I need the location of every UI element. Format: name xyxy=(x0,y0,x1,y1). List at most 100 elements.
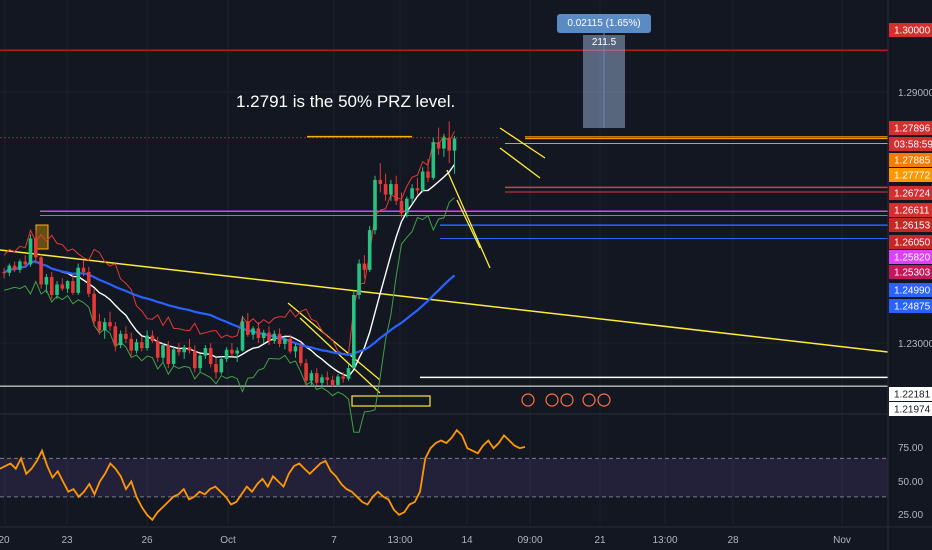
candle-body xyxy=(208,348,213,364)
candle-body xyxy=(357,263,361,295)
price-label-bg xyxy=(889,23,932,37)
candle-body xyxy=(288,338,292,352)
candle-body xyxy=(272,333,277,341)
event-marker xyxy=(521,393,535,407)
candle-body xyxy=(389,184,393,195)
candle-body xyxy=(39,257,43,285)
candle-body xyxy=(304,363,308,381)
time-tick-label: 28 xyxy=(727,535,739,546)
flag-channel xyxy=(287,302,381,381)
candle-body xyxy=(452,138,457,151)
candle-body xyxy=(23,261,27,265)
price-tick-label: 1.29000 xyxy=(898,88,932,99)
time-tick-label: Nov xyxy=(833,535,851,546)
candle-body xyxy=(2,271,6,273)
candle-body xyxy=(12,265,17,270)
candle-body xyxy=(182,347,186,353)
candle-body xyxy=(102,322,107,331)
candle-body xyxy=(309,373,314,381)
rsi-tick-label: 25.00 xyxy=(898,510,923,521)
price-label: 1.30000 xyxy=(894,26,931,37)
candle-body xyxy=(320,377,324,383)
candle-body xyxy=(140,342,144,349)
lower-band-line xyxy=(3,197,455,433)
event-marker xyxy=(560,393,574,407)
candle-body xyxy=(367,230,372,270)
candle-body xyxy=(256,328,261,339)
rsi-panel xyxy=(0,428,888,522)
candle-body xyxy=(129,338,133,351)
candle-body xyxy=(44,276,49,285)
candle-body xyxy=(383,184,388,195)
price-label: 1.27885 xyxy=(894,156,931,167)
time-tick-label: 26 xyxy=(141,535,153,546)
candle-body xyxy=(155,340,160,358)
price-label: 1.26153 xyxy=(894,221,931,232)
candle-body xyxy=(394,184,398,201)
flag-channel xyxy=(499,127,546,159)
flag-channel xyxy=(456,199,481,249)
price-tick-label: 1.23000 xyxy=(898,339,932,350)
candle-body xyxy=(134,342,139,351)
flag-channel xyxy=(446,169,491,269)
trend-line xyxy=(0,249,889,353)
price-label: 1.26724 xyxy=(894,189,931,200)
event-marker xyxy=(545,393,559,407)
time-tick-label: Oct xyxy=(220,535,236,546)
candle-body xyxy=(113,326,118,346)
candle-body xyxy=(399,200,404,214)
candle-body xyxy=(198,355,202,369)
candle-body xyxy=(341,376,345,379)
candle-body xyxy=(97,321,102,331)
candle-body xyxy=(330,379,335,385)
price-label-bg xyxy=(889,235,932,249)
rsi-tick-label: 50.00 xyxy=(898,477,923,488)
candle-body xyxy=(283,338,287,344)
candle-body xyxy=(410,188,414,199)
candle-body xyxy=(246,321,250,335)
upper-band-line xyxy=(3,131,455,355)
candle-body xyxy=(426,171,430,178)
price-label-bg xyxy=(889,387,932,401)
candle-body xyxy=(314,373,319,383)
candle-body xyxy=(81,267,86,272)
price-label: 1.27896 xyxy=(894,124,931,135)
rsi-tick-label: 75.00 xyxy=(898,443,923,454)
candle-body xyxy=(34,238,38,258)
time-tick-label: 7 xyxy=(331,535,337,546)
candle-body xyxy=(293,346,298,352)
candle-body xyxy=(352,294,356,369)
price-label-bg xyxy=(889,299,932,313)
candle-body xyxy=(219,358,224,373)
candle-body xyxy=(166,345,171,364)
candle-body xyxy=(378,179,383,185)
candle-body xyxy=(224,349,229,359)
candle-body xyxy=(436,142,441,149)
price-label: 1.21974 xyxy=(894,405,931,416)
candle-body xyxy=(118,333,123,346)
price-label-bg xyxy=(889,265,932,279)
price-label-bg xyxy=(889,283,932,297)
flag-channel xyxy=(299,317,381,394)
price-label: 1.24990 xyxy=(894,286,931,297)
rsi-line xyxy=(0,428,526,522)
candle-body xyxy=(87,271,91,294)
candle-body xyxy=(49,276,54,295)
candle-body xyxy=(18,261,22,270)
candle-body xyxy=(76,267,80,293)
candle-body xyxy=(7,265,12,273)
price-label: 1.25820 xyxy=(894,253,931,264)
event-marker xyxy=(582,393,596,407)
price-label-bg xyxy=(889,250,932,264)
candle-body xyxy=(235,350,239,354)
event-marker xyxy=(597,393,611,407)
flag-channel xyxy=(499,147,541,179)
candle-body xyxy=(55,284,59,295)
rsi-band xyxy=(0,458,888,497)
candle-body xyxy=(171,349,176,364)
candle-body xyxy=(65,281,70,289)
candle-body xyxy=(442,138,446,149)
price-label-bg xyxy=(889,402,932,416)
